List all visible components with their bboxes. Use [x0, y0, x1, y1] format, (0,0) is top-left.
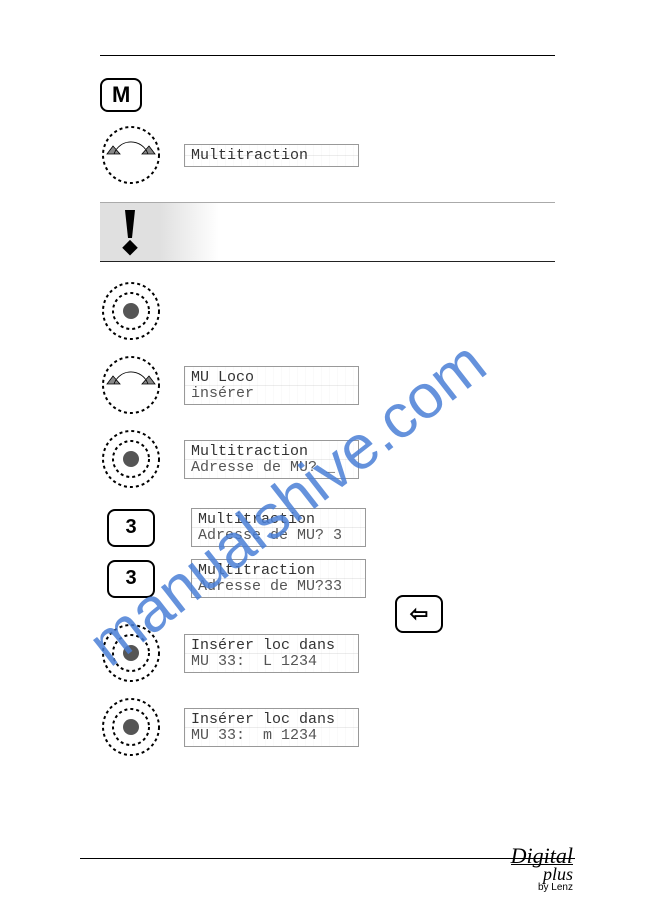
rule-bottom [80, 858, 575, 859]
rule-top [100, 55, 555, 56]
lcd-display: MU Loco insérer [184, 366, 359, 405]
lcd-line2: MU 33: L 1234 [191, 653, 317, 670]
lcd-line2: Adresse de MU? _ [191, 459, 335, 476]
lcd-line2: insérer [191, 385, 254, 402]
lcd-display: Insérer loc dans MU 33: m 1234 [184, 708, 359, 747]
back-key-container: ⇦ [395, 595, 443, 633]
step-row [100, 280, 555, 342]
alert-box [100, 202, 555, 262]
step-row: Multitraction Adresse de MU? _ [100, 428, 555, 490]
exclamation-icon [113, 208, 147, 256]
brand-logo: Digital plus by Lenz [511, 845, 573, 893]
lcd-line1: Multitraction [191, 443, 308, 460]
lcd-line1: Insérer loc dans [191, 637, 335, 654]
rotary-knob-icon [100, 124, 162, 186]
logo-bylenz: by Lenz [511, 883, 573, 893]
lcd-line1: Multitraction [198, 562, 315, 579]
push-knob-icon [100, 622, 162, 684]
step-row: 3 Multitraction Adresse de MU? 3 [100, 508, 555, 547]
alert-icon-cell [100, 203, 160, 261]
lcd-line1: MU Loco [191, 369, 254, 386]
push-knob-icon [100, 696, 162, 758]
alert-body [160, 203, 555, 261]
lcd-display: Insérer loc dans MU 33: L 1234 [184, 634, 359, 673]
lcd-display: Multitraction Adresse de MU? 3 [191, 508, 366, 547]
push-knob-icon [100, 428, 162, 490]
lcd-line2: Adresse de MU?33 [198, 578, 342, 595]
rotary-knob-icon [100, 354, 162, 416]
step-row: 3 Multitraction Adresse de MU?33 [100, 559, 555, 598]
lcd-display: Multitraction [184, 144, 359, 167]
digit-3-key[interactable]: 3 [107, 509, 155, 547]
lcd-line1: Multitraction [191, 147, 308, 164]
lcd-display: Multitraction Adresse de MU?33 [191, 559, 366, 598]
push-knob-icon [100, 280, 162, 342]
step-row: Insérer loc dans MU 33: L 1234 [100, 622, 555, 684]
digit-3-key[interactable]: 3 [107, 560, 155, 598]
step-row: Multitraction [100, 124, 555, 186]
back-key[interactable]: ⇦ [395, 595, 443, 633]
lcd-line2: Adresse de MU? 3 [198, 527, 342, 544]
step-row: Insérer loc dans MU 33: m 1234 [100, 696, 555, 758]
step-row: MU Loco insérer [100, 354, 555, 416]
page-content: M Multitraction MU Loco insé [100, 55, 555, 770]
m-key[interactable]: M [100, 78, 142, 112]
lcd-line2: MU 33: m 1234 [191, 727, 317, 744]
lcd-line1: Multitraction [198, 511, 315, 528]
lcd-display: Multitraction Adresse de MU? _ [184, 440, 359, 479]
lcd-line1: Insérer loc dans [191, 711, 335, 728]
